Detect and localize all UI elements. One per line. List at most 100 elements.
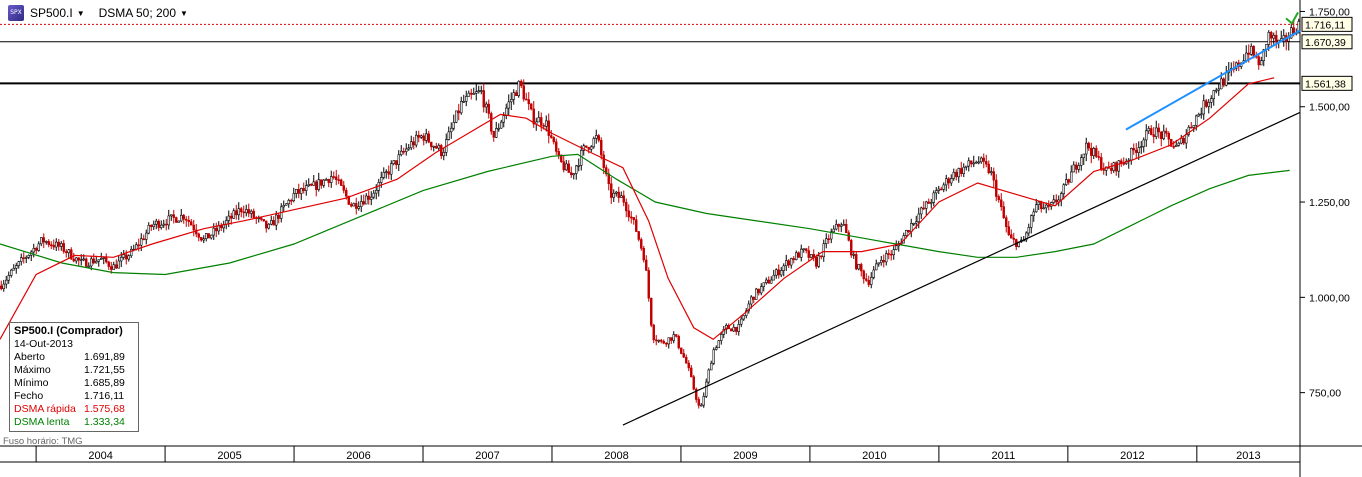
candle-body	[1055, 199, 1058, 203]
candle-body	[1117, 160, 1120, 172]
candle-body	[810, 254, 813, 258]
candle-body	[717, 340, 720, 349]
candle-body	[775, 269, 778, 276]
candle-body	[330, 176, 333, 183]
symbol-selector[interactable]: SP500.I ▼	[30, 6, 85, 20]
candle-body	[677, 336, 680, 349]
candle-body	[457, 110, 460, 114]
candle-body	[742, 315, 745, 320]
candle-body	[1272, 34, 1275, 39]
candle-body	[882, 260, 885, 263]
candle-body	[1212, 90, 1215, 99]
candle-body	[270, 220, 273, 225]
candle-body	[1192, 125, 1195, 128]
chart-symbol-icon[interactable]: SPX	[8, 5, 24, 21]
candle-body	[240, 208, 243, 213]
candle-body	[625, 201, 628, 212]
candle-body	[292, 193, 295, 202]
chevron-down-icon: ▼	[76, 8, 85, 18]
candle-body	[860, 264, 863, 272]
candle-body	[387, 171, 390, 175]
candle-body	[1150, 128, 1153, 135]
candle-body	[1220, 78, 1223, 90]
candle-body	[37, 243, 40, 251]
candle-body	[982, 157, 985, 162]
candle-body	[412, 141, 415, 146]
candle-body	[530, 103, 533, 110]
candle-body	[460, 101, 463, 114]
candle-body	[830, 231, 833, 240]
candle-body	[1045, 204, 1048, 209]
candle-body	[887, 253, 890, 255]
candle-body	[57, 241, 60, 247]
candle-body	[1112, 162, 1115, 171]
candle-body	[402, 150, 405, 153]
candle-body	[1225, 72, 1228, 86]
candle-body	[352, 203, 355, 207]
candle-body	[1012, 237, 1015, 240]
candle-body	[855, 254, 858, 270]
candle-body	[62, 243, 65, 252]
candle-body	[1132, 148, 1135, 151]
candle-body	[42, 237, 45, 243]
candle-body	[850, 240, 853, 256]
candle-body	[327, 179, 330, 183]
candle-body	[427, 133, 430, 143]
candle-body	[1092, 147, 1095, 156]
candle-body	[187, 219, 190, 222]
candle-body	[140, 238, 143, 246]
candle-body	[935, 190, 938, 194]
candle-body	[967, 160, 970, 167]
candle-body	[17, 261, 20, 266]
candle-body	[7, 275, 10, 281]
candle-body	[607, 173, 610, 185]
candle-body	[195, 229, 198, 235]
candle-body	[642, 247, 645, 261]
candle-body	[347, 195, 350, 205]
candle-body	[760, 286, 763, 294]
indicator-selector[interactable]: DSMA 50; 200 ▼	[99, 6, 188, 20]
candle-body	[1037, 201, 1040, 205]
candle-body	[867, 280, 870, 285]
candle-body	[135, 244, 138, 250]
candle-body	[1207, 102, 1210, 107]
candle-body	[1062, 184, 1065, 194]
candle-body	[927, 201, 930, 204]
candle-body	[540, 117, 543, 126]
candle-body	[385, 171, 388, 173]
candle-body	[657, 339, 660, 342]
candle-body	[620, 195, 623, 198]
candle-body	[300, 188, 303, 194]
candle-body	[570, 172, 573, 176]
candle-body	[495, 128, 498, 138]
candle-body	[957, 168, 960, 178]
chart-toolbar: SPX SP500.I ▼ DSMA 50; 200 ▼	[0, 0, 1300, 26]
check-icon	[1285, 11, 1299, 25]
candle-body	[390, 163, 393, 175]
candle-body	[1200, 113, 1203, 116]
candle-body	[697, 399, 700, 406]
candle-body	[820, 255, 823, 258]
candle-body	[940, 188, 943, 191]
candle-body	[672, 334, 675, 341]
candle-body	[1270, 32, 1273, 39]
candle-body	[465, 96, 468, 102]
candle-body	[875, 263, 878, 271]
candle-body	[107, 261, 110, 267]
candle-body	[755, 288, 758, 300]
candle-body	[207, 233, 210, 239]
candle-body	[20, 257, 23, 262]
candle-body	[635, 219, 638, 232]
candle-body	[472, 93, 475, 95]
candle-body	[595, 135, 598, 139]
candle-body	[1185, 134, 1188, 144]
candle-body	[925, 201, 928, 209]
info-title: SP500.I (Comprador)	[14, 325, 123, 337]
candle-body	[470, 92, 473, 95]
candle-body	[892, 249, 895, 256]
candle-body	[480, 90, 483, 92]
candle-body	[992, 171, 995, 181]
candle-body	[632, 217, 635, 221]
candle-body	[682, 353, 685, 358]
